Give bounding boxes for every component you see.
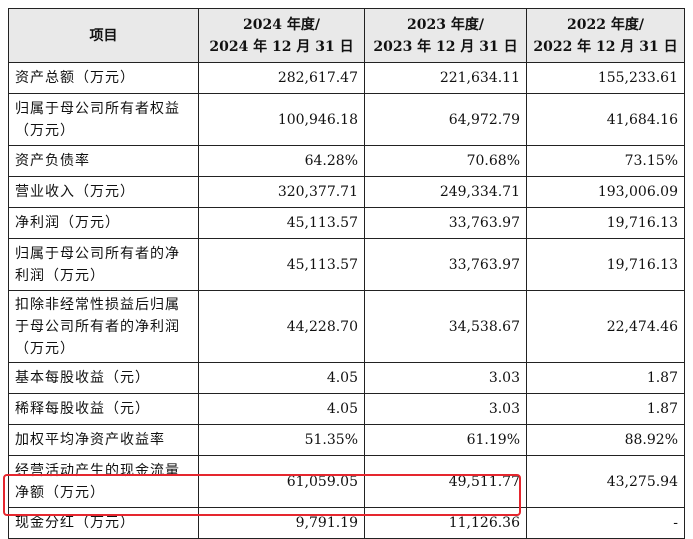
table-row: 基本每股收益（元） 4.05 3.03 1.87 (8, 362, 685, 394)
value-2024: 9,791.19 (198, 507, 365, 539)
value-2022: 43,275.94 (526, 455, 685, 508)
header-2022-date: 2022 年 12 月 31 日 (533, 38, 678, 55)
header-2022: 2022 年度/ 2022 年 12 月 31 日 (526, 8, 685, 63)
value-2023: 33,763.97 (364, 238, 527, 291)
table-row: 资产总额（万元） 282,617.47 221,634.11 155,233.6… (8, 62, 685, 94)
value-2022: 19,716.13 (526, 238, 685, 291)
row-label: 净利润（万元） (8, 207, 199, 239)
value-2023: 3.03 (364, 362, 527, 394)
table-body: 资产总额（万元） 282,617.47 221,634.11 155,233.6… (8, 62, 685, 539)
value-2024: 4.05 (198, 393, 365, 425)
table-row: 资产负债率 64.28% 70.68% 73.15% (8, 145, 685, 177)
row-label: 营业收入（万元） (8, 176, 199, 208)
value-2023: 70.68% (364, 145, 527, 177)
value-2022: 22,474.46 (526, 290, 685, 363)
row-label: 现金分红（万元） (8, 507, 199, 539)
header-2024: 2024 年度/ 2024 年 12 月 31 日 (198, 8, 365, 63)
header-item: 项目 (8, 8, 199, 63)
value-2024: 45,113.57 (198, 238, 365, 291)
value-2022: 88.92% (526, 424, 685, 456)
value-2022: 193,006.09 (526, 176, 685, 208)
value-2024: 61,059.05 (198, 455, 365, 508)
header-2022-year: 2022 年度/ (567, 16, 644, 33)
value-2022: 155,233.61 (526, 62, 685, 94)
value-2024: 45,113.57 (198, 207, 365, 239)
header-2023: 2023 年度/ 2023 年 12 月 31 日 (364, 8, 527, 63)
value-2022: 73.15% (526, 145, 685, 177)
value-2022: 41,684.16 (526, 93, 685, 146)
row-label: 基本每股收益（元） (8, 362, 199, 394)
row-label: 资产负债率 (8, 145, 199, 177)
financial-summary-table: 项目 2024 年度/ 2024 年 12 月 31 日 2023 年度/ 20… (8, 8, 685, 539)
value-2023: 221,634.11 (364, 62, 527, 94)
value-2023: 64,972.79 (364, 93, 527, 146)
value-2024: 282,617.47 (198, 62, 365, 94)
header-2023-date: 2023 年 12 月 31 日 (373, 38, 518, 55)
header-2024-date: 2024 年 12 月 31 日 (209, 38, 354, 55)
table-row: 扣除非经常性损益后归属于母公司所有者的净利润（万元） 44,228.70 34,… (8, 290, 685, 363)
table-row: 归属于母公司所有者的净利润（万元） 45,113.57 33,763.97 19… (8, 238, 685, 291)
value-2022: 1.87 (526, 393, 685, 425)
header-row: 项目 2024 年度/ 2024 年 12 月 31 日 2023 年度/ 20… (8, 8, 685, 63)
value-2023: 33,763.97 (364, 207, 527, 239)
row-label: 归属于母公司所有者权益（万元） (8, 93, 199, 146)
value-2024: 64.28% (198, 145, 365, 177)
value-2023: 3.03 (364, 393, 527, 425)
table-row: 净利润（万元） 45,113.57 33,763.97 19,716.13 (8, 207, 685, 239)
header-item-label: 项目 (89, 27, 118, 44)
value-2022: 1.87 (526, 362, 685, 394)
value-2023: 34,538.67 (364, 290, 527, 363)
row-label: 经营活动产生的现金流量净额（万元） (8, 455, 199, 508)
value-2024: 51.35% (198, 424, 365, 456)
value-2024: 4.05 (198, 362, 365, 394)
value-2023: 11,126.36 (364, 507, 527, 539)
value-2022: - (526, 507, 685, 539)
value-2024: 100,946.18 (198, 93, 365, 146)
table-row: 归属于母公司所有者权益（万元） 100,946.18 64,972.79 41,… (8, 93, 685, 146)
table-row: 营业收入（万元） 320,377.71 249,334.71 193,006.0… (8, 176, 685, 208)
value-2023: 249,334.71 (364, 176, 527, 208)
value-2022: 19,716.13 (526, 207, 685, 239)
header-2024-year: 2024 年度/ (243, 16, 320, 33)
row-label: 扣除非经常性损益后归属于母公司所有者的净利润（万元） (8, 290, 199, 363)
value-2023: 49,511.77 (364, 455, 527, 508)
table-row: 加权平均净资产收益率 51.35% 61.19% 88.92% (8, 424, 685, 456)
row-label: 归属于母公司所有者的净利润（万元） (8, 238, 199, 291)
value-2023: 61.19% (364, 424, 527, 456)
table-row: 经营活动产生的现金流量净额（万元） 61,059.05 49,511.77 43… (8, 455, 685, 508)
header-2023-year: 2023 年度/ (407, 16, 484, 33)
table-row: 稀释每股收益（元） 4.05 3.03 1.87 (8, 393, 685, 425)
value-2024: 320,377.71 (198, 176, 365, 208)
table-header: 项目 2024 年度/ 2024 年 12 月 31 日 2023 年度/ 20… (8, 8, 685, 63)
table-row-highlighted: 现金分红（万元） 9,791.19 11,126.36 - (8, 507, 685, 539)
row-label: 稀释每股收益（元） (8, 393, 199, 425)
row-label: 资产总额（万元） (8, 62, 199, 94)
value-2024: 44,228.70 (198, 290, 365, 363)
row-label: 加权平均净资产收益率 (8, 424, 199, 456)
financial-summary-table-container: 项目 2024 年度/ 2024 年 12 月 31 日 2023 年度/ 20… (8, 8, 685, 539)
